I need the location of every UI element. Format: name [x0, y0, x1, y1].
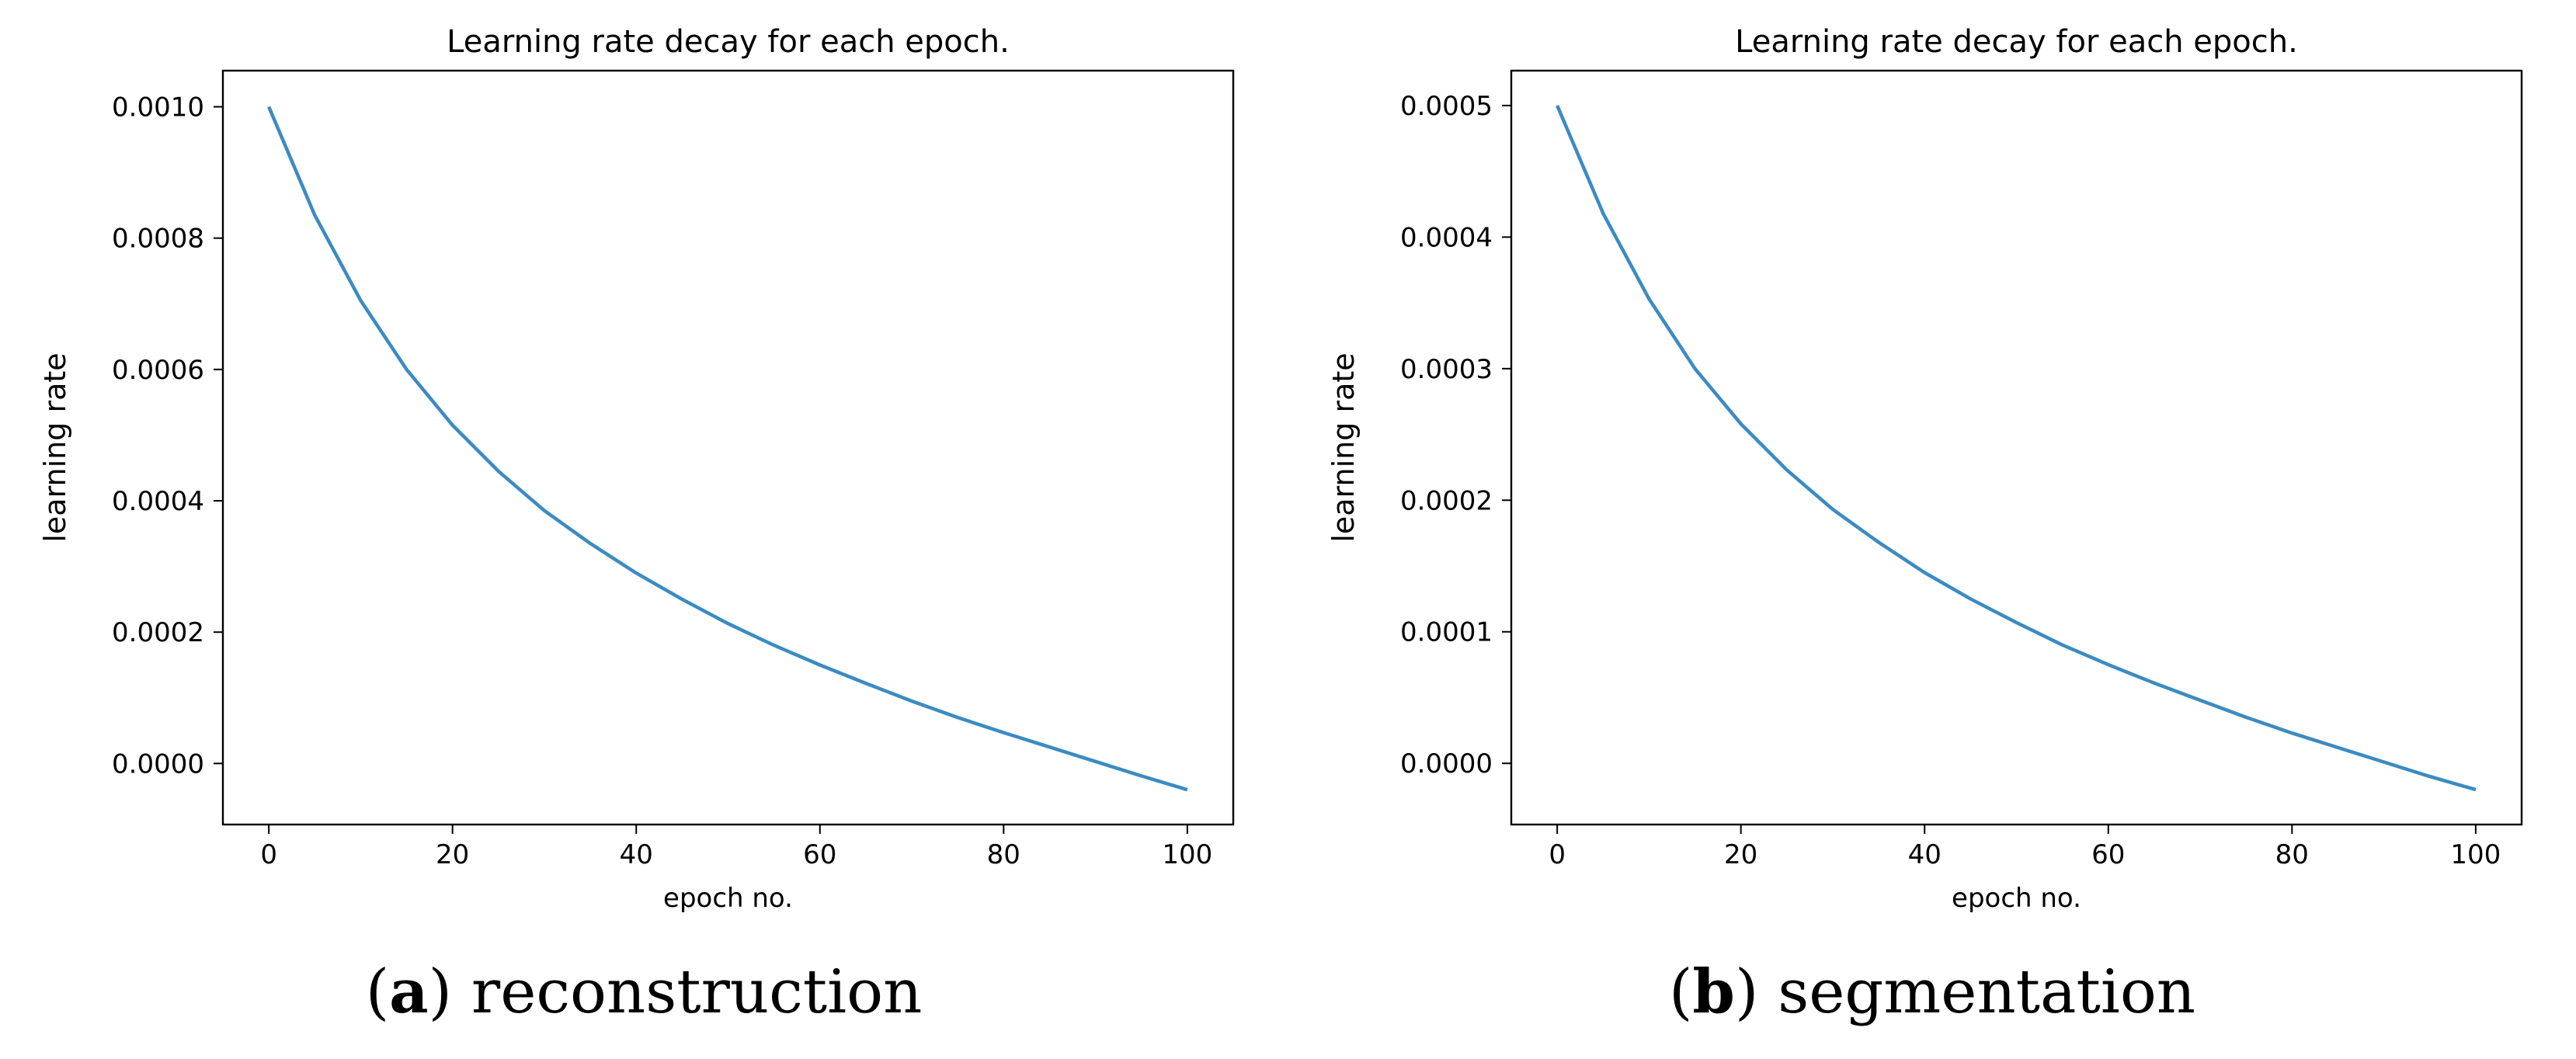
y-tick-label: 0.0001 [1400, 617, 1493, 648]
caption-letter: b [1692, 957, 1735, 1027]
y-axis-label: learning rate [1326, 352, 1361, 542]
panel-b: Learning rate decay for each epoch. 0 20 40… [1288, 0, 2576, 1059]
x-tick-label: 40 [1908, 839, 1942, 870]
y-axis-label: learning rate [38, 352, 72, 542]
x-tick-label: 40 [620, 839, 653, 870]
chart-segmentation: Learning rate decay for each epoch. 0 20 40… [1326, 24, 2523, 914]
y-tick-label: 0.0003 [1400, 354, 1493, 385]
x-tick-label: 60 [803, 839, 836, 870]
chart-title: Learning rate decay for each epoch. [1735, 24, 2298, 60]
series-line [1556, 105, 2477, 792]
y-tick-label: 0.0004 [1400, 222, 1493, 253]
x-tick-label: 20 [436, 839, 469, 870]
y-tick-label: 0.0000 [1400, 748, 1493, 779]
caption-text: reconstruction [471, 957, 923, 1027]
chart-title: Learning rate decay for each epoch. [447, 24, 1010, 60]
caption-text: segmentation [1778, 957, 2196, 1027]
y-tick-label: 0.0000 [112, 748, 204, 779]
x-tick-label: 100 [2450, 839, 2501, 870]
x-tick-label: 80 [2275, 839, 2309, 870]
caption-a: (a) reconstruction [365, 957, 923, 1027]
series-line [267, 106, 1188, 792]
x-axis-label: epoch no. [1952, 883, 2081, 914]
y-tick-label: 0.0010 [112, 92, 204, 123]
y-tick-label: 0.0006 [112, 355, 204, 386]
y-tick-label: 0.0005 [1400, 91, 1493, 122]
x-tick-label: 80 [987, 839, 1020, 870]
y-tick-label: 0.0002 [1400, 485, 1493, 516]
x-tick-label: 0 [1549, 839, 1566, 870]
x-tick-label: 0 [260, 839, 277, 870]
plot-frame [1510, 69, 2523, 826]
y-tick-label: 0.0008 [112, 224, 204, 255]
x-tick-label: 100 [1162, 839, 1212, 870]
panel-a: Learning rate decay for each epoch. 0 20 40… [38, 24, 1235, 1027]
chart-reconstruction: Learning rate decay for each epoch. 0 20 40… [38, 24, 1235, 914]
x-tick-label: 20 [1724, 839, 1757, 870]
x-axis-label: epoch no. [663, 883, 793, 914]
caption-letter: a [389, 957, 429, 1027]
y-tick-label: 0.0002 [112, 617, 204, 648]
caption-b: (b) segmentation [1668, 957, 2196, 1027]
plot-frame [221, 69, 1235, 826]
x-tick-label: 60 [2091, 839, 2125, 870]
y-tick-label: 0.0004 [112, 486, 204, 517]
